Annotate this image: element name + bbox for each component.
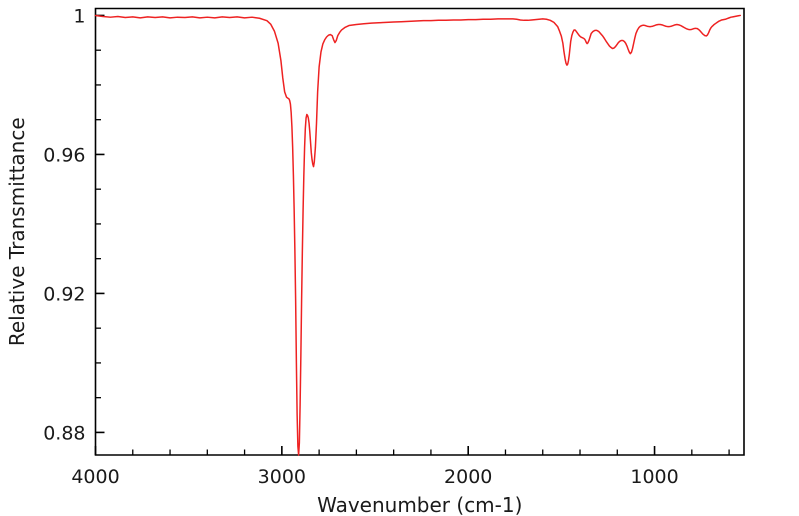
label-group: 4000 3000 2000 1000 1 0.96 0.92 0.88 Wavenumber … <box>5 5 679 516</box>
x-tick-label: 1000 <box>630 466 678 488</box>
x-tick-label: 2000 <box>444 466 492 488</box>
y-tick-label: 0.92 <box>43 283 85 305</box>
x-tick-label: 3000 <box>258 466 306 488</box>
x-tick-label: 4000 <box>71 466 119 488</box>
y-tick-label: 1 <box>73 5 85 27</box>
series-group <box>94 14 742 456</box>
x-axis-title: Wavenumber (cm-1) <box>317 493 522 516</box>
axis-group <box>94 7 745 456</box>
y-tick-label: 0.88 <box>43 422 85 444</box>
plot-frame <box>94 7 745 456</box>
y-tick-label: 0.96 <box>43 144 85 166</box>
spectrum-line <box>94 14 742 456</box>
y-axis-title: Relative Transmittance <box>5 117 29 346</box>
